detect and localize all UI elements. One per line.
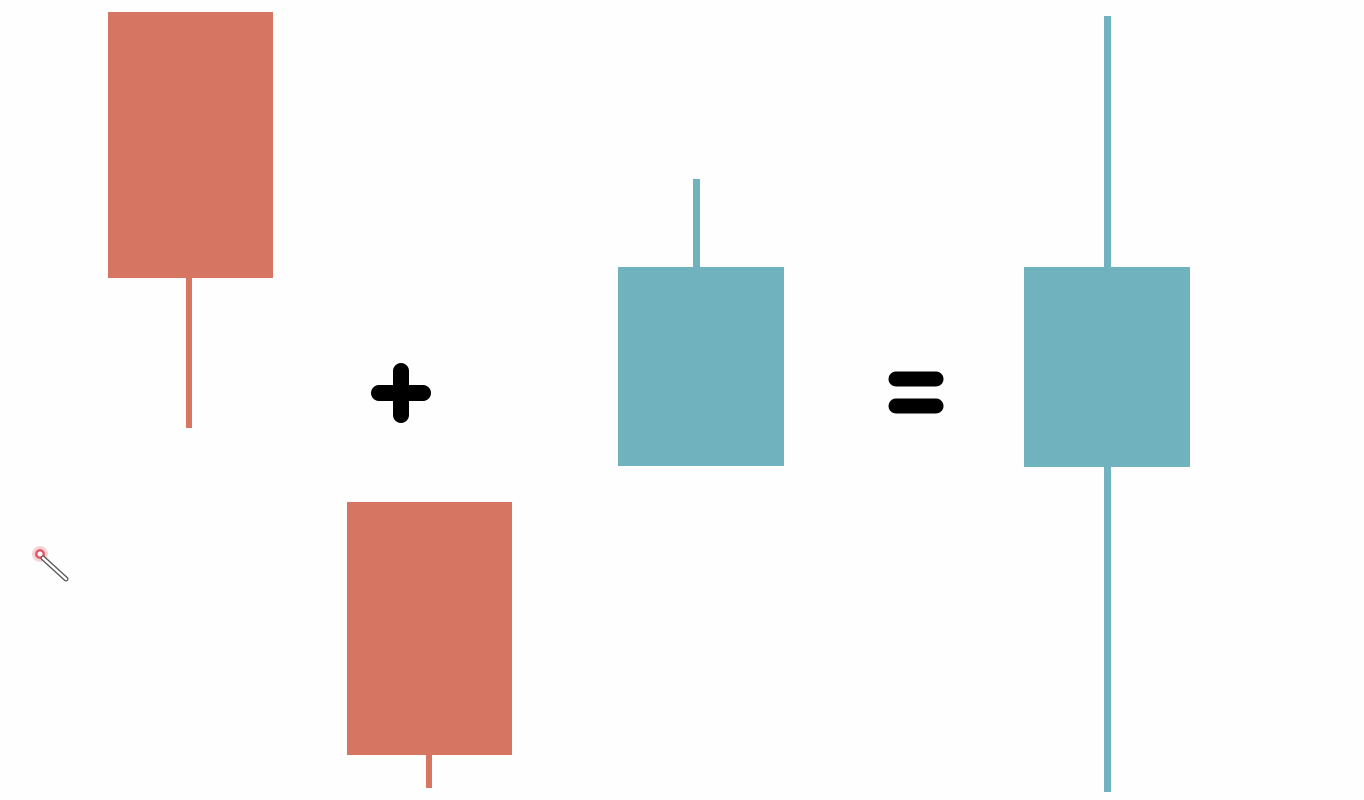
candle-1-lower-wick bbox=[186, 278, 192, 428]
candle-result-lower-wick bbox=[1104, 467, 1111, 792]
candle-result-upper-wick bbox=[1104, 16, 1111, 268]
candle-2-lower-wick bbox=[426, 755, 432, 788]
pointer-cursor-icon bbox=[32, 546, 69, 582]
candle-3-upper-wick bbox=[693, 179, 700, 268]
equals-icon bbox=[888, 371, 944, 414]
candle-1-body bbox=[108, 12, 273, 278]
candle-result-body bbox=[1024, 267, 1190, 467]
candle-3-body bbox=[618, 267, 784, 466]
plus-icon bbox=[371, 363, 431, 423]
candle-2-body bbox=[347, 502, 512, 755]
